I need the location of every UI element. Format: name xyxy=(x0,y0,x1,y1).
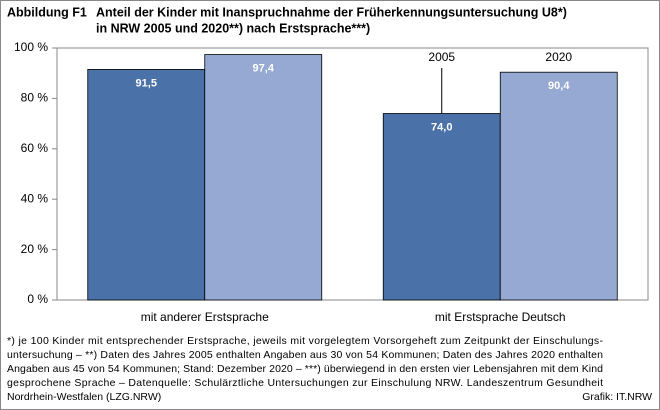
value-label: 90,4 xyxy=(548,80,570,92)
x-tick-label: mit anderer Erstsprache xyxy=(141,310,269,324)
bar xyxy=(499,71,618,301)
y-tick-label: 40 % xyxy=(21,191,49,205)
value-label: 74,0 xyxy=(431,121,452,133)
chart-title: in NRW 2005 und 2020**) nach Erstsprache… xyxy=(96,21,370,35)
bar xyxy=(204,54,323,301)
chart-title: Anteil der Kinder mit Inanspruchnahme de… xyxy=(96,5,567,19)
bar xyxy=(87,69,206,301)
footnote: untersuchung – **) Daten des Jahres 2005… xyxy=(7,349,603,361)
y-tick-label: 20 % xyxy=(21,242,49,256)
footnote: Nordrhein-Westfalen (LZG.NRW) xyxy=(7,391,161,403)
value-label: 97,4 xyxy=(253,62,275,74)
y-tick-label: 60 % xyxy=(21,141,49,155)
source: Grafik: IT.NRW xyxy=(582,391,652,403)
y-tick-label: 100 % xyxy=(14,40,48,54)
legend-label: 2005 xyxy=(428,50,455,64)
bar xyxy=(382,113,501,301)
plot-area xyxy=(56,47,649,301)
y-tick-label: 0 % xyxy=(27,292,48,306)
legend-label: 2020 xyxy=(545,50,572,64)
footnote: gesprochene Sprache – Datenquelle: Schul… xyxy=(7,377,603,389)
footnote: *) je 100 Kinder mit entsprechender Erst… xyxy=(7,335,604,347)
x-tick-label: mit Erstsprache Deutsch xyxy=(435,310,566,324)
value-label: 91,5 xyxy=(136,77,157,89)
footnote: Angaben aus 45 von 54 Kommunen; Stand: D… xyxy=(7,363,603,375)
y-tick-label: 80 % xyxy=(21,91,49,105)
figure-label: Abbildung F1 xyxy=(7,5,87,19)
